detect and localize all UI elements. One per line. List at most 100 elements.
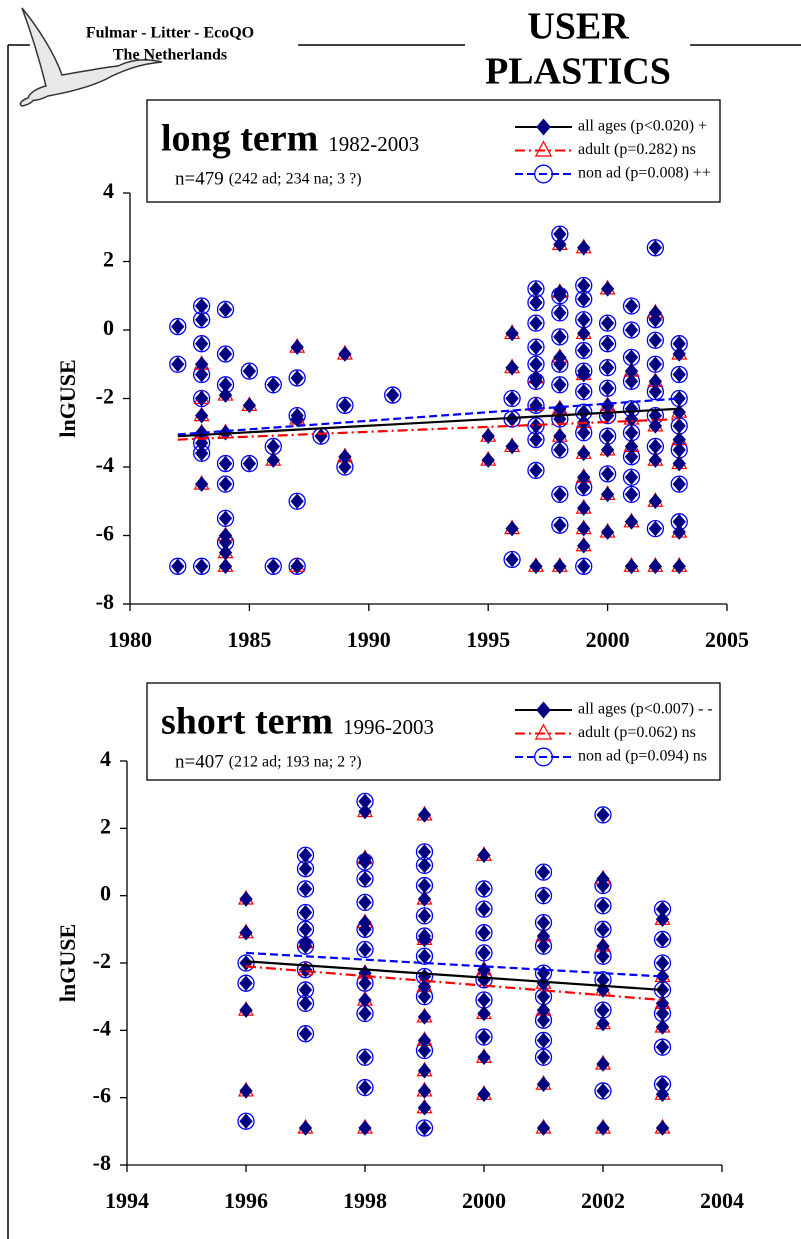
marker-circle — [240, 454, 259, 473]
marker-circle — [527, 338, 545, 356]
marker-circle — [653, 1038, 672, 1056]
marker-circle — [216, 475, 235, 493]
marker-diamond — [194, 356, 209, 373]
trend-line — [245, 951, 663, 978]
marker-diamond — [577, 240, 591, 256]
marker-diamond — [239, 1113, 253, 1130]
marker-circle — [575, 557, 593, 575]
sample-detail: (242 ad; 234 na; 3 ?) — [229, 171, 362, 188]
marker-diamond — [477, 1086, 491, 1103]
marker-circle — [475, 880, 493, 898]
marker-diamond — [505, 325, 519, 342]
marker-diamond — [218, 558, 233, 575]
y-tick-label: -8 — [96, 589, 114, 614]
marker-diamond — [298, 1120, 313, 1136]
sample-detail: (212 ad; 193 na; 2 ?) — [229, 754, 362, 771]
marker-diamond — [536, 1120, 551, 1136]
marker-diamond — [218, 476, 233, 492]
header-line: The Netherlands — [113, 47, 227, 64]
marker-circle — [551, 376, 569, 394]
marker-diamond — [672, 346, 686, 362]
marker-diamond — [529, 315, 543, 331]
marker-circle — [296, 903, 315, 922]
marker-diamond — [298, 935, 313, 951]
trend-line — [177, 417, 680, 441]
marker-diamond — [194, 558, 209, 575]
marker-diamond — [417, 948, 432, 965]
marker-diamond — [655, 968, 670, 985]
x-tick-label: 1998 — [343, 1188, 387, 1213]
marker-diamond — [338, 459, 352, 475]
x-tick-label: 1996 — [224, 1188, 268, 1213]
marker-diamond — [358, 975, 372, 991]
marker-diamond — [417, 1120, 432, 1136]
marker-circle — [264, 376, 282, 394]
marker-circle — [622, 468, 641, 486]
marker-diamond — [194, 407, 209, 424]
x-tick-label: 2002 — [581, 1188, 625, 1213]
marker-diamond — [242, 455, 257, 472]
marker-circle — [356, 1078, 374, 1097]
marker-circle — [622, 321, 641, 339]
marker-circle — [594, 897, 612, 915]
marker-diamond — [386, 387, 400, 403]
marker-diamond — [624, 373, 639, 390]
marker-diamond — [596, 938, 610, 954]
marker-diamond — [358, 941, 372, 958]
marker-diamond — [577, 538, 591, 554]
marker-circle — [534, 1031, 553, 1050]
marker-circle — [598, 465, 617, 483]
marker-diamond — [218, 455, 233, 472]
marker-diamond — [505, 551, 519, 568]
sample-size: n=479 — [175, 168, 224, 189]
marker-diamond — [194, 335, 209, 352]
marker-diamond — [624, 363, 639, 379]
marker-diamond — [171, 356, 185, 373]
marker-diamond — [417, 1009, 432, 1025]
marker-diamond — [624, 298, 639, 314]
page-title: USER — [527, 6, 629, 48]
marker-diamond — [648, 383, 663, 400]
marker-diamond — [536, 864, 551, 880]
marker-diamond — [648, 558, 663, 575]
marker-circle — [415, 907, 434, 925]
marker-circle — [598, 359, 617, 377]
legend-marker — [534, 164, 553, 184]
marker-diamond — [655, 931, 670, 948]
y-tick-label: 4 — [100, 746, 111, 771]
marker-diamond — [577, 500, 591, 516]
marker-circle — [594, 1082, 612, 1100]
marker-diamond — [477, 924, 491, 941]
legend-label: all ages (p<0.020) + — [578, 118, 707, 135]
marker-diamond — [624, 448, 639, 465]
marker-diamond — [655, 1039, 670, 1055]
marker-circle — [336, 396, 354, 415]
marker-diamond — [596, 871, 610, 887]
marker-diamond — [648, 493, 663, 510]
marker-diamond — [624, 514, 639, 530]
marker-diamond — [529, 370, 543, 386]
marker-circle — [598, 314, 617, 332]
marker-circle — [475, 1028, 493, 1046]
x-tick-label: 1980 — [108, 627, 152, 652]
marker-diamond — [358, 894, 372, 911]
marker-circle — [527, 461, 545, 480]
marker-diamond — [298, 881, 313, 897]
marker-circle — [475, 924, 493, 942]
marker-diamond — [577, 383, 591, 400]
marker-diamond — [655, 1120, 670, 1136]
marker-diamond — [417, 908, 432, 924]
marker-diamond — [596, 807, 610, 823]
marker-circle — [356, 1048, 374, 1066]
y-tick-label: -6 — [93, 1083, 111, 1108]
marker-diamond — [417, 1042, 432, 1059]
marker-circle — [475, 900, 493, 918]
marker-circle — [288, 492, 306, 510]
marker-diamond — [218, 301, 233, 318]
marker-circle — [169, 355, 187, 373]
marker-diamond — [290, 339, 304, 355]
marker-diamond — [290, 411, 304, 427]
marker-circle — [551, 516, 569, 534]
marker-diamond — [529, 462, 543, 479]
